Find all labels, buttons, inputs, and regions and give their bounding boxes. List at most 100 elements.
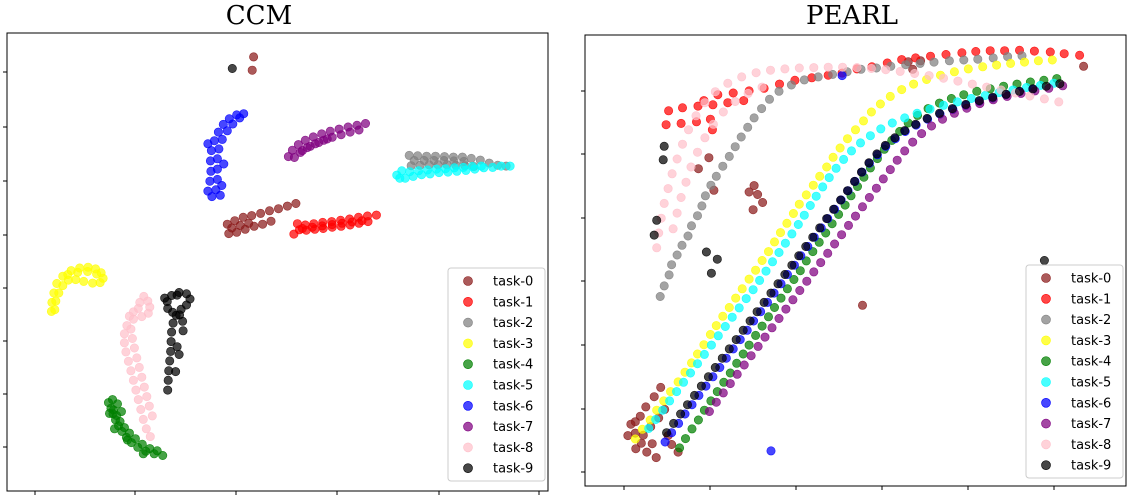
task-2-point: [659, 281, 669, 291]
task-6-point: [207, 192, 217, 202]
task-8-point: [686, 162, 696, 172]
task-5-point: [658, 405, 668, 415]
task-8-point: [823, 62, 833, 72]
task-2-point: [683, 231, 693, 241]
task-7-point: [739, 360, 749, 370]
task-6-point: [212, 174, 222, 184]
task-8-point: [953, 76, 963, 86]
task-0-point: [247, 65, 257, 75]
task-0-point: [235, 221, 245, 231]
task-3-point: [949, 67, 959, 77]
task-9-point: [1014, 86, 1024, 96]
task-8-point: [131, 385, 141, 395]
task-9-point: [766, 288, 776, 298]
task-8-point: [718, 107, 728, 117]
task-2-point: [711, 171, 721, 181]
task-9-point: [696, 381, 706, 391]
task-2-point: [692, 211, 702, 221]
task-4-point: [680, 434, 690, 444]
task-1-point: [327, 220, 337, 230]
task-8-point: [737, 72, 747, 82]
task-9-point: [174, 349, 184, 359]
task-2-point: [686, 221, 696, 231]
task-9-point: [794, 251, 804, 261]
task-7-point: [908, 137, 918, 147]
task-5-point: [651, 414, 661, 424]
task-6-point: [212, 154, 222, 164]
legend-label-task-3: task-3: [493, 337, 533, 352]
task-5-point: [818, 182, 828, 192]
task-8-point: [145, 432, 155, 442]
task-2-point: [429, 156, 439, 166]
task-8-point: [683, 125, 693, 135]
task-0-point: [264, 206, 274, 216]
task-9-point: [658, 155, 668, 165]
task-8-point: [1054, 97, 1064, 107]
task-9-point: [731, 335, 741, 345]
task-2-point: [749, 113, 759, 123]
task-8-point: [127, 333, 137, 343]
task-4-point: [757, 321, 767, 331]
task-2-point: [664, 270, 674, 280]
task-9-point: [801, 242, 811, 252]
task-3-point: [51, 296, 61, 306]
task-3-point: [808, 180, 818, 190]
task-8-point: [708, 119, 718, 129]
task-2-point: [929, 57, 939, 67]
legend-label-task-5: task-5: [493, 379, 533, 394]
task-8-point: [133, 395, 143, 405]
task-5-point: [876, 124, 886, 134]
task-2-point: [786, 80, 796, 90]
task-9-point: [165, 356, 175, 366]
task-7-point: [774, 313, 784, 323]
task-0-point: [249, 52, 259, 62]
task-0-point: [238, 212, 248, 222]
pearl-title: PEARL: [806, 1, 898, 31]
task-8-point: [982, 82, 992, 92]
task-1-point: [739, 96, 749, 106]
task-7-point: [336, 130, 346, 140]
task-8-point: [137, 312, 147, 322]
task-1-point: [371, 210, 381, 220]
task-2-point: [764, 94, 774, 104]
task-4-point: [693, 415, 703, 425]
task-7-point: [857, 202, 867, 212]
task-8-point: [142, 392, 152, 402]
task-8-point: [659, 198, 669, 208]
task-2-point: [813, 72, 823, 82]
task-2-point: [667, 260, 677, 270]
task-4-point: [138, 449, 148, 459]
task-2-point: [409, 156, 419, 166]
task-9-point: [669, 418, 679, 428]
task-2-point: [730, 142, 740, 152]
task-4-point: [105, 408, 115, 418]
task-4-point: [782, 284, 792, 294]
task-9-point: [703, 372, 713, 382]
pearl-points: [623, 45, 1089, 463]
task-4-point: [795, 266, 805, 276]
task-9-point: [934, 108, 944, 118]
task-4-point: [751, 330, 761, 340]
task-9-point: [649, 230, 659, 240]
task-8-point: [129, 343, 139, 353]
task-3-point: [737, 284, 747, 294]
task-5-point: [811, 191, 821, 201]
task-9-point: [922, 113, 932, 123]
task-5-point: [706, 340, 716, 350]
task-7-point: [809, 267, 819, 277]
task-2-point: [799, 75, 809, 85]
pearl-panel: PEARL task-0task-1task-2task-3task-4task…: [581, 1, 1127, 490]
legend-marker-task-8: [1041, 439, 1051, 450]
task-1-point: [317, 221, 327, 231]
task-5-point: [423, 165, 433, 175]
task-7-point: [850, 211, 860, 221]
task-3-point: [744, 274, 754, 284]
pearl-legend: task-0 task-1 task-2 task-3 task-4 task-5 task…: [1025, 264, 1124, 479]
task-2-point: [757, 104, 767, 114]
task-0-point: [291, 199, 301, 209]
task-8-point: [139, 382, 149, 392]
task-7-point: [788, 295, 798, 305]
task-5-point: [865, 131, 875, 141]
task-5-point: [787, 229, 797, 239]
